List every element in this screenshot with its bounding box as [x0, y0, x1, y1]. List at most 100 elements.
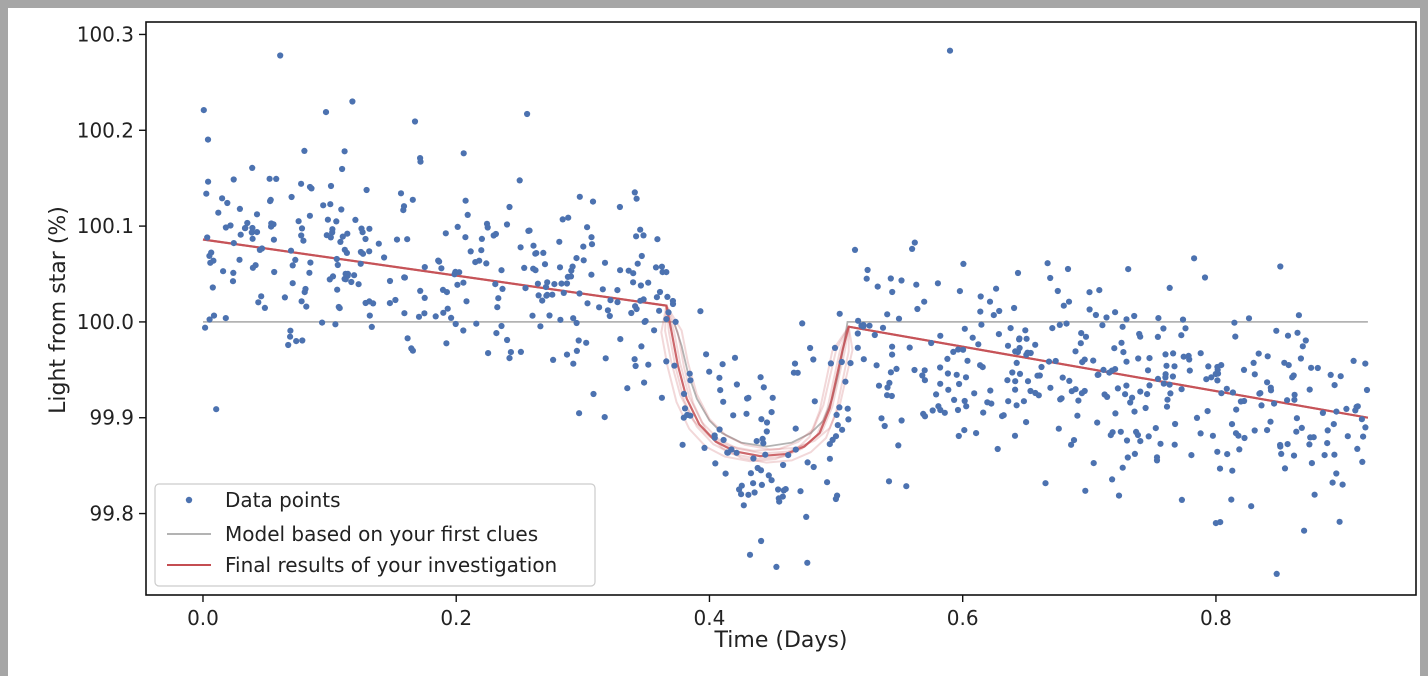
data-point: [1171, 441, 1178, 448]
data-point: [1308, 364, 1315, 371]
data-point: [1056, 321, 1063, 328]
data-point: [1072, 348, 1079, 355]
data-point: [1153, 457, 1161, 464]
data-point: [1333, 408, 1340, 415]
data-point: [1124, 454, 1131, 461]
data-point: [914, 305, 921, 313]
data-point: [716, 426, 723, 433]
data-point: [1235, 432, 1242, 439]
data-point: [1267, 384, 1274, 391]
data-point: [792, 446, 799, 453]
data-point: [575, 337, 582, 344]
data-point: [1090, 460, 1097, 467]
data-point: [775, 486, 782, 493]
data-point: [903, 483, 910, 490]
data-point: [1027, 387, 1034, 395]
data-point: [632, 303, 639, 310]
data-point: [576, 290, 583, 297]
data-point: [517, 348, 525, 355]
data-point: [1229, 389, 1236, 396]
final-line-sample: [202, 238, 1369, 463]
data-point: [956, 288, 964, 295]
data-point: [460, 327, 467, 334]
data-point: [219, 195, 226, 202]
data-point: [1284, 332, 1292, 339]
data-point: [1339, 481, 1346, 488]
plot-area-border: [145, 21, 1417, 596]
data-point: [492, 230, 499, 238]
data-point: [352, 216, 359, 223]
data-point: [448, 314, 455, 321]
data-point: [875, 382, 883, 389]
data-point: [535, 292, 542, 299]
data-point: [205, 178, 212, 185]
data-point: [1054, 287, 1061, 295]
data-point: [738, 482, 745, 489]
data-point: [1331, 451, 1338, 458]
data-point: [349, 98, 356, 105]
data-point: [588, 271, 595, 278]
data-point: [1114, 385, 1121, 392]
final-line-sample: [202, 238, 1369, 464]
data-point: [860, 323, 867, 330]
data-point: [1306, 386, 1313, 393]
data-point: [1049, 325, 1056, 332]
data-point: [261, 304, 268, 311]
data-point: [937, 364, 944, 371]
data-point: [879, 324, 887, 331]
data-point: [884, 384, 891, 391]
data-point: [1127, 399, 1134, 406]
data-point: [359, 229, 366, 236]
data-point: [589, 198, 597, 205]
data-point: [994, 445, 1001, 453]
x-tick-label: 0.0: [187, 606, 219, 630]
data-point: [343, 249, 350, 256]
data-point: [769, 394, 776, 401]
data-point: [945, 386, 952, 393]
data-point: [1233, 406, 1240, 413]
data-point: [322, 109, 330, 116]
data-point: [289, 280, 296, 287]
data-point: [252, 262, 259, 269]
data-point: [1074, 412, 1081, 419]
data-point: [1362, 360, 1369, 367]
data-point: [484, 224, 491, 231]
data-point: [1343, 405, 1350, 412]
data-point: [665, 309, 672, 316]
data-point: [1068, 441, 1075, 448]
data-point: [298, 225, 306, 232]
data-point: [1291, 396, 1298, 403]
data-point: [1059, 374, 1066, 381]
data-point: [757, 374, 764, 381]
data-point: [669, 300, 677, 308]
data-point: [499, 285, 506, 292]
data-point: [560, 289, 567, 296]
data-point: [1169, 373, 1176, 380]
data-point: [716, 374, 723, 381]
data-point: [529, 312, 536, 319]
data-point: [230, 240, 237, 247]
data-point: [339, 165, 346, 173]
data-point: [929, 407, 936, 414]
data-point: [460, 279, 467, 286]
data-point: [614, 287, 621, 294]
data-point: [478, 235, 485, 242]
data-point: [733, 381, 741, 388]
data-point: [1352, 407, 1359, 414]
data-point: [462, 197, 469, 204]
data-point: [750, 455, 757, 462]
data-point: [624, 385, 631, 392]
data-point: [204, 234, 211, 241]
data-point: [1024, 349, 1031, 356]
data-point: [681, 405, 689, 412]
data-point: [680, 390, 688, 397]
data-point: [873, 362, 880, 369]
data-point: [1359, 458, 1366, 465]
data-point: [386, 277, 394, 285]
data-point: [1311, 491, 1318, 498]
data-point: [956, 380, 963, 388]
data-point: [1022, 327, 1029, 334]
data-point: [270, 236, 277, 243]
data-point: [845, 416, 852, 423]
data-point: [267, 198, 274, 205]
